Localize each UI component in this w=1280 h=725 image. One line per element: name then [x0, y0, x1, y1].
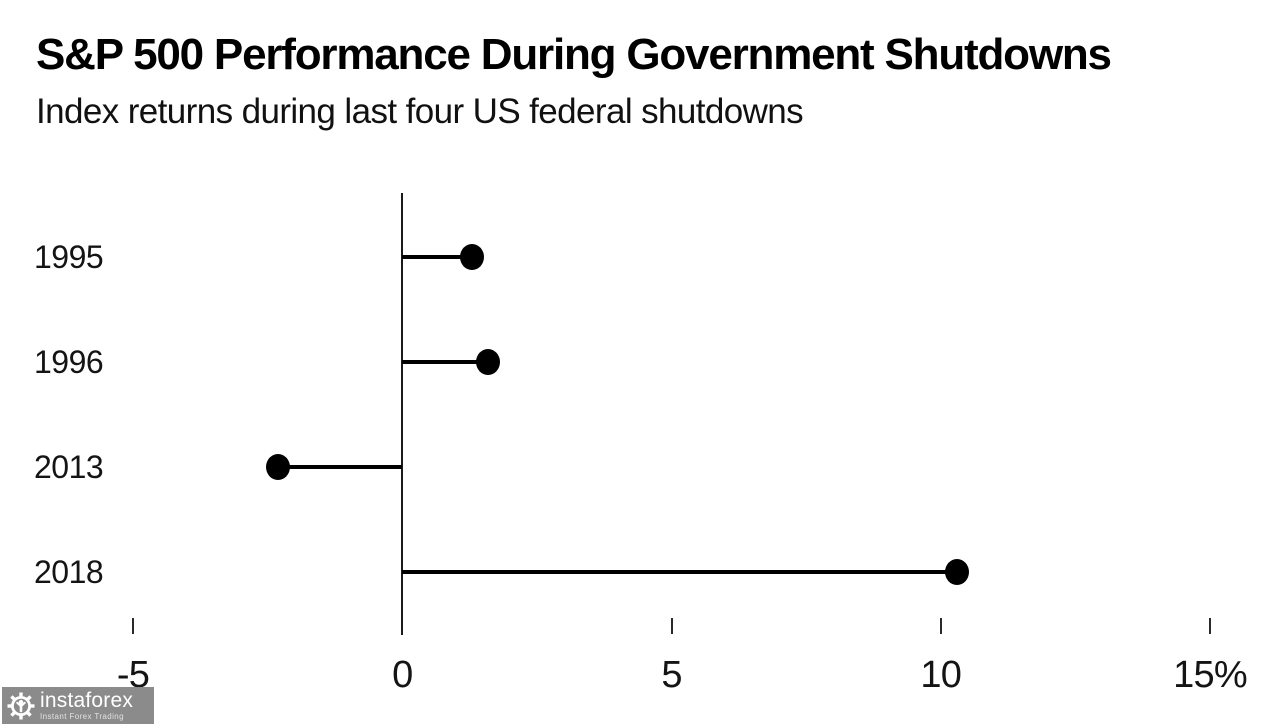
lollipop-dot: [476, 348, 501, 375]
chart-title: S&P 500 Performance During Government Sh…: [36, 30, 1112, 79]
instaforex-gear-icon: [7, 692, 35, 719]
y-category-label: 2018: [34, 553, 104, 590]
x-tick-label: 10: [920, 654, 962, 696]
watermark: instaforex Instant Forex Trading: [2, 687, 154, 724]
lollipop-stem: [402, 569, 957, 574]
x-axis-tick: [1209, 618, 1211, 634]
y-category-label: 1996: [34, 343, 104, 380]
chart-subtitle: Index returns during last four US federa…: [36, 92, 804, 131]
x-tick-label: 0: [392, 654, 413, 696]
lollipop-stem: [402, 254, 473, 259]
x-tick-label: 5: [661, 654, 682, 696]
watermark-brand: instaforex: [40, 689, 134, 712]
lollipop-stem: [402, 359, 489, 364]
x-tick-label: 15%: [1173, 654, 1247, 696]
lollipop-dot: [460, 243, 485, 270]
lollipop-dot: [266, 453, 291, 480]
y-category-label: 1995: [34, 238, 104, 275]
x-axis-tick: [132, 618, 134, 634]
axis-zero-line: [401, 193, 404, 635]
lollipop-dot: [944, 558, 969, 585]
watermark-text: instaforex Instant Forex Trading: [40, 690, 133, 721]
lollipop-stem: [278, 464, 403, 469]
watermark-tagline: Instant Forex Trading: [40, 712, 124, 721]
x-axis-tick: [670, 618, 673, 634]
x-axis-tick: [939, 618, 942, 634]
y-category-label: 2013: [34, 448, 104, 485]
